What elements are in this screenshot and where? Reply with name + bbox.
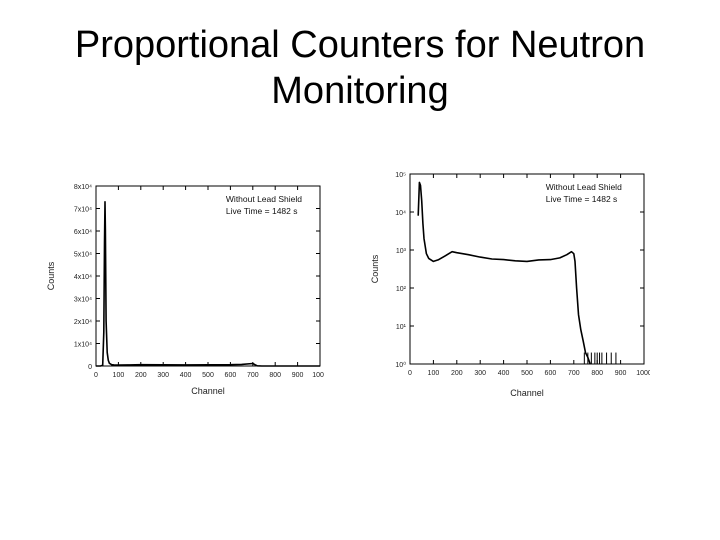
x-tick-label: 500 xyxy=(202,372,214,379)
slide-title-line-2: Monitoring xyxy=(271,70,449,112)
x-tick-label: 200 xyxy=(451,370,463,377)
x-tick-label: 700 xyxy=(247,372,259,379)
x-tick-label: 800 xyxy=(591,370,603,377)
y-tick-label: 10¹ xyxy=(396,324,407,331)
x-tick-label: 100 xyxy=(113,372,125,379)
x-tick-label: 600 xyxy=(225,372,237,379)
y-tick-label: 1x10⁴ xyxy=(74,342,92,349)
x-tick-label: 500 xyxy=(521,370,533,377)
x-tick-label: 800 xyxy=(269,372,281,379)
y-tick-label: 6x10⁴ xyxy=(74,229,92,236)
log-spectrum-chart: 0 100 200 300 400 500 600 700 800 900 1000 10⁰ 10¹ 10… xyxy=(368,160,652,400)
linear-spectrum-chart: 0 100 200 300 400 500 600 700 800 900 1000 0 1x10⁴ 2x… xyxy=(44,168,328,398)
chart-annotation: Live Time = 1482 s xyxy=(226,206,298,216)
y-tick-label: 10⁴ xyxy=(395,210,406,217)
chart-annotation: Live Time = 1482 s xyxy=(546,194,618,204)
y-axis-label: Counts xyxy=(370,254,380,283)
x-tick-label: 100 xyxy=(428,370,440,377)
y-tick-label: 8x10⁴ xyxy=(74,184,92,191)
y-tick-label: 7x10⁴ xyxy=(74,207,92,214)
y-tick-label: 10⁵ xyxy=(395,172,406,179)
chart-annotation: Without Lead Shield xyxy=(226,194,302,204)
x-axis-label: Channel xyxy=(510,388,544,398)
x-tick-label: 0 xyxy=(94,372,98,379)
x-tick-label: 900 xyxy=(292,372,304,379)
y-tick-label: 3x10⁴ xyxy=(74,297,92,304)
x-tick-label: 300 xyxy=(474,370,486,377)
y-tick-label: 10³ xyxy=(396,248,407,255)
y-tick-label: 10² xyxy=(396,286,407,293)
x-tick-label: 400 xyxy=(498,370,510,377)
chart-annotation: Without Lead Shield xyxy=(546,182,622,192)
series-line xyxy=(417,181,591,365)
linear-spectrum-svg: 0 100 200 300 400 500 600 700 800 900 1000 0 1x10⁴ 2x… xyxy=(46,184,328,396)
series-line xyxy=(96,201,320,367)
slide-title: Proportional Counters for Neutron Monito… xyxy=(40,22,680,114)
y-axis-label: Counts xyxy=(46,261,56,290)
slide-title-line-1: Proportional Counters for Neutron xyxy=(74,24,646,66)
x-tick-label: 700 xyxy=(568,370,580,377)
y-tick-label: 2x10⁴ xyxy=(74,319,92,326)
x-tick-label: 0 xyxy=(408,370,412,377)
x-tick-label: 1000 xyxy=(636,370,650,377)
x-tick-label: 200 xyxy=(135,372,147,379)
y-tick-label: 4x10⁴ xyxy=(74,274,92,281)
x-tick-label: 300 xyxy=(157,372,169,379)
y-tick-label: 5x10⁴ xyxy=(74,252,92,259)
x-axis-label: Channel xyxy=(191,386,225,396)
x-tick-label: 1000 xyxy=(312,372,324,379)
x-tick-label: 400 xyxy=(180,372,192,379)
x-tick-label: 600 xyxy=(545,370,557,377)
x-tick-label: 900 xyxy=(615,370,627,377)
y-tick-label: 0 xyxy=(88,364,92,371)
y-tick-label: 10⁰ xyxy=(395,361,406,369)
log-spectrum-svg: 0 100 200 300 400 500 600 700 800 900 1000 10⁰ 10¹ 10… xyxy=(370,172,652,398)
